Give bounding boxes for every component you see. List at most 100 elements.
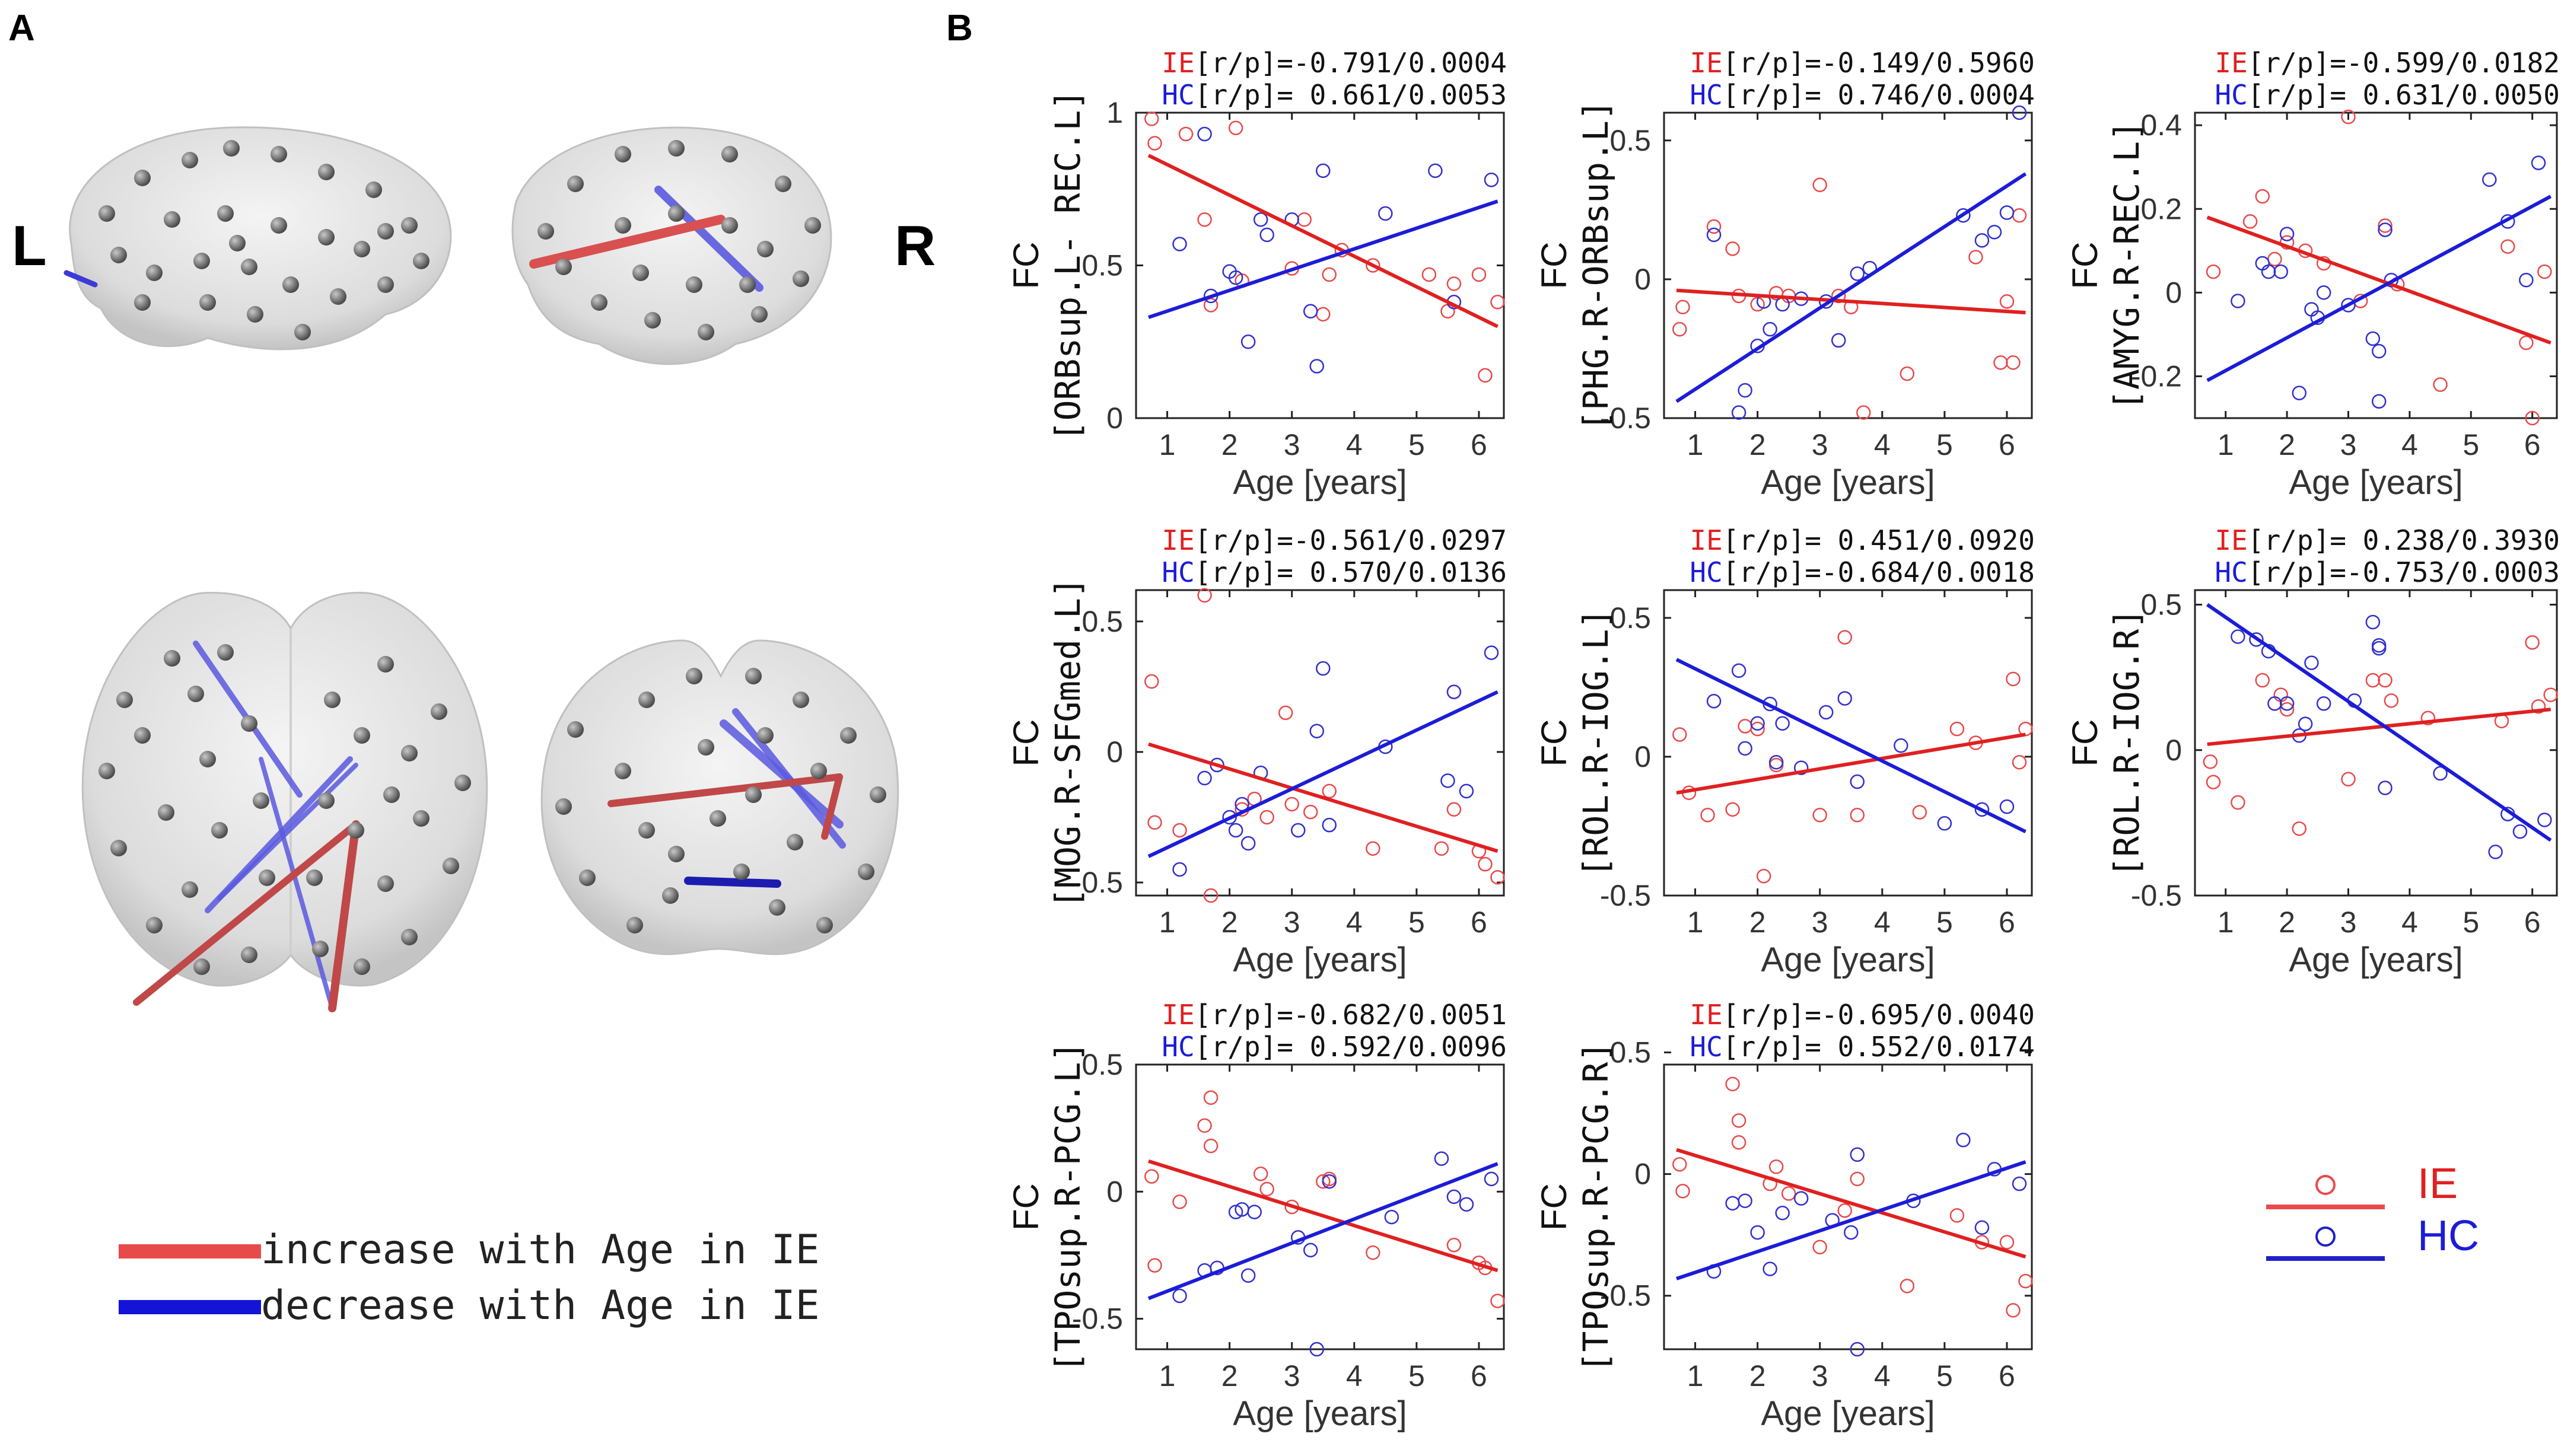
x-tick-label: 5 [2463,428,2479,461]
hc-data-point [1316,163,1331,179]
x-tick-label: 6 [1471,1359,1487,1393]
brain-node [259,869,275,886]
brain-node [271,146,287,163]
x-tick-label: 4 [1346,428,1363,461]
ie-data-point [2384,693,2399,708]
ie-data-point [1949,721,1965,737]
plot-area [1663,111,2033,419]
ie-data-point [1490,1293,1505,1308]
brain-node [698,739,714,756]
hc-data-point [1850,1147,1865,1162]
brain-node [840,727,857,744]
brain-node [810,763,827,779]
hc-fit-line [1676,1160,2026,1280]
ie-data-point [1259,1181,1274,1197]
hc-data-point [1850,774,1865,789]
ie-data-point [1850,1171,1865,1187]
y-tick-label: 0 [1634,740,1651,773]
brain-node [306,869,323,886]
ie-data-point [1837,1203,1852,1218]
hc-data-point [2531,155,2546,170]
x-axis-label: Age [years] [2289,463,2463,502]
ie-fit-line [1147,154,1499,329]
hc-data-point [2231,294,2245,308]
x-axis-label: Age [years] [1233,1394,1407,1433]
brain-node [745,786,762,803]
hc-data-point [1309,724,1324,738]
brain-node [98,205,115,222]
ie-data-point [1147,136,1162,151]
brain-node [241,715,257,732]
x-tick-label: 1 [1159,906,1176,939]
ie-data-point [1421,267,1437,282]
hc-fit-line [1148,199,1499,319]
brain-network-illustration [63,126,899,1012]
brain-node [199,294,216,311]
brain-node [668,140,685,157]
hc-stat-annotation: HC[r/p]= 0.746/0.0004 [1690,79,2035,111]
brain-node [211,822,228,839]
y-tick-label: -0.5 [2131,879,2182,912]
brain-node [739,276,756,293]
y-axis-label-bottom: [AMYG.R-REC.L] [2107,120,2147,410]
ie-data-point [1322,783,1337,799]
x-tick-label: 1 [1687,428,1704,461]
y-axis-label-bottom: [ROL.R-IOG.L] [1576,608,1616,878]
hc-stat-annotation: HC[r/p]= 0.552/0.0174 [1690,1031,2035,1063]
y-axis-label-bottom: [ORBsup.L- REC.L] [1048,90,1088,442]
legend-b: IE HC [2266,1162,2479,1261]
x-tick-label: 5 [1408,1359,1425,1393]
x-axis-label: Age [years] [1233,463,1407,502]
brain-node [241,259,257,275]
y-tick-label: -0.5 [1600,1279,1651,1312]
legend-hc-label: HC [2417,1212,2479,1260]
hc-data-point [2292,385,2307,400]
brain-node [377,875,394,892]
ie-fit-line [2207,708,2551,746]
y-axis-label-top: FC [1006,719,1046,767]
hc-data-point [2371,641,2387,656]
ie-data-point [1278,705,1293,721]
brain-node [757,241,774,257]
ie-data-point [2006,355,2021,370]
brain-node [668,846,685,862]
ie-data-point [2378,218,2393,233]
hc-data-point [1738,383,1752,398]
hc-data-point [2371,638,2387,653]
ie-data-point [1446,276,1462,291]
ie-data-point [1144,674,1159,689]
y-tick-label: 0 [1634,1158,1651,1191]
brain-node [555,259,572,275]
hc-data-point [2304,655,2319,670]
brain-node [644,312,661,329]
hc-data-point [1987,225,2002,240]
brain-left-lateral [63,126,452,351]
hc-data-point [1775,1206,1790,1221]
ie-data-point [1993,355,2008,370]
brain-node [662,887,679,904]
x-tick-label: 1 [1687,906,1704,939]
hc-data-point [1440,773,1455,788]
x-tick-label: 4 [1346,1359,1363,1393]
x-tick-label: 3 [1812,906,1828,939]
hc-stat-annotation: HC[r/p]= 0.661/0.0053 [1162,79,1507,111]
legend-ie-marker [2315,1175,2336,1195]
ie-data-point [1999,1235,2015,1250]
brain-node [443,858,459,874]
hc-fit-line [1147,690,1499,858]
plot-area [1135,1063,1505,1350]
x-tick-label: 6 [1999,1359,2015,1393]
ie-data-point [1440,304,1455,318]
x-tick-label: 3 [1284,906,1300,939]
ie-data-point [2279,702,2295,717]
ie-data-point [1471,267,1487,282]
brain-node [324,692,341,708]
brain-node [229,235,246,251]
ie-data-point [1197,588,1212,603]
brain-node [793,270,809,287]
hemisphere-left-label: L [12,214,47,278]
hc-data-point [1731,405,1746,420]
hc-data-point [1484,645,1499,660]
x-tick-label: 2 [1749,906,1766,939]
brain-node [377,223,394,240]
